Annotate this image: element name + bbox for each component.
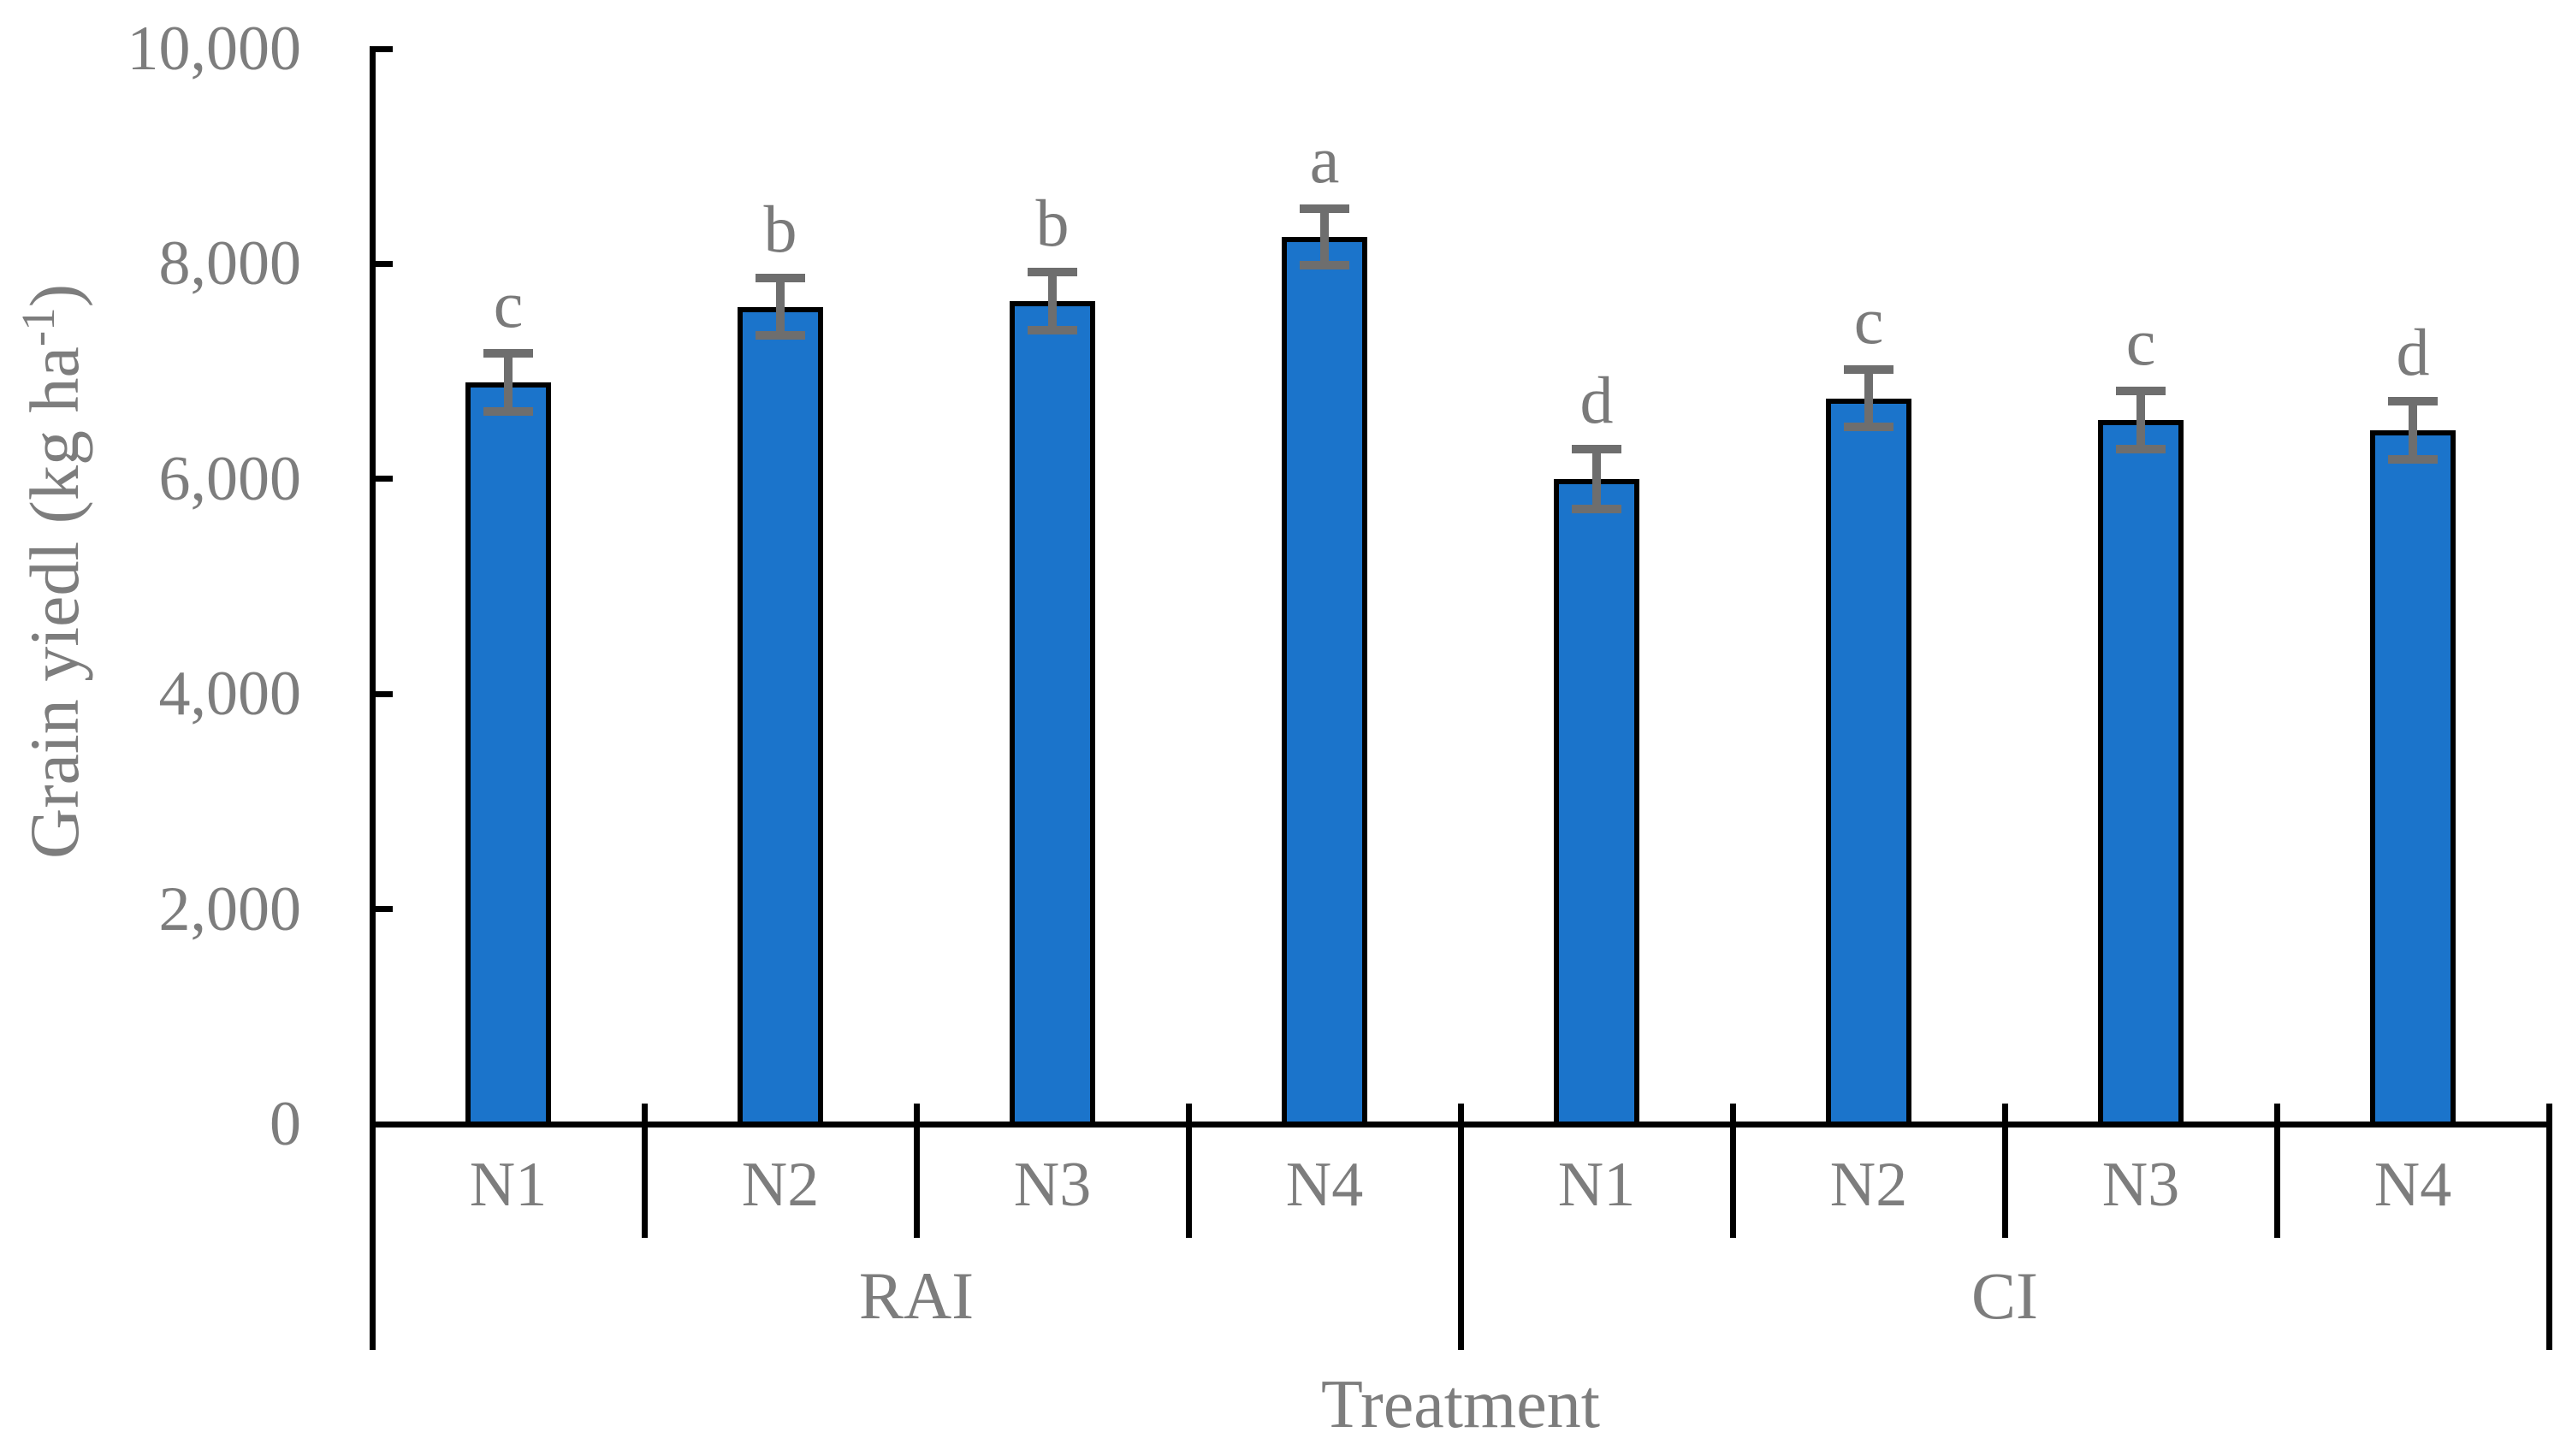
- y-tick-label: 2,000: [158, 874, 302, 944]
- error-bar-line: [1592, 449, 1601, 509]
- error-bar-line: [504, 353, 513, 411]
- category-tick-label: N2: [1829, 1150, 1908, 1220]
- error-bar-cap-bottom: [1572, 505, 1621, 513]
- y-tick-label: 8,000: [158, 228, 302, 299]
- error-bar-cap-bottom: [483, 407, 533, 416]
- group-divider: [370, 1104, 376, 1350]
- bar: [1826, 399, 1911, 1128]
- category-divider: [914, 1104, 920, 1238]
- error-bar-cap-bottom: [1300, 261, 1349, 269]
- y-axis-line: [370, 46, 376, 1128]
- error-bar-line: [1048, 272, 1057, 330]
- category-tick-label: N4: [2373, 1150, 2452, 1220]
- y-axis-title-superscript: -1: [11, 307, 64, 347]
- significance-letter: c: [1853, 283, 1884, 358]
- error-bar-cap-top: [756, 274, 805, 282]
- error-bar-cap-top: [1028, 268, 1077, 276]
- bar: [2370, 430, 2456, 1127]
- significance-letter: b: [1035, 186, 1070, 260]
- error-bar-line: [1864, 370, 1873, 427]
- error-bar-cap-bottom: [1028, 326, 1077, 334]
- category-divider: [642, 1104, 648, 1238]
- error-bar-line: [776, 278, 785, 335]
- error-bar-line: [2136, 391, 2145, 449]
- category-divider: [1730, 1104, 1736, 1238]
- significance-letter: d: [1579, 363, 1614, 437]
- bar: [1010, 301, 1095, 1127]
- y-axis-title: Grain yiedl (kg ha-1): [11, 284, 95, 859]
- category-tick-label: N3: [2101, 1150, 2180, 1220]
- group-label: RAI: [858, 1258, 975, 1333]
- category-tick-label: N4: [1285, 1150, 1364, 1220]
- significance-letter: c: [2125, 305, 2156, 379]
- y-tick: [372, 46, 393, 52]
- y-tick-label: 0: [270, 1089, 301, 1159]
- bar: [738, 307, 823, 1128]
- group-label: CI: [1971, 1258, 2038, 1333]
- category-divider: [2274, 1104, 2280, 1238]
- group-divider: [2546, 1104, 2552, 1350]
- x-axis-line: [370, 1122, 2552, 1128]
- x-axis-title: Treatment: [1321, 1367, 1600, 1442]
- y-axis-title-text: Grain yiedl (kg ha: [15, 346, 94, 860]
- y-tick: [372, 476, 393, 482]
- error-bar-line: [2409, 401, 2417, 459]
- category-tick-label: N3: [1013, 1150, 1092, 1220]
- significance-letter: d: [2396, 315, 2430, 389]
- y-tick: [372, 691, 393, 697]
- category-tick-label: N2: [741, 1150, 820, 1220]
- error-bar-cap-top: [483, 349, 533, 358]
- group-divider: [1458, 1104, 1464, 1350]
- error-bar-cap-bottom: [756, 331, 805, 340]
- y-tick: [372, 261, 393, 267]
- y-tick-label: 4,000: [158, 659, 302, 729]
- y-tick: [372, 906, 393, 912]
- bar: [465, 382, 551, 1128]
- significance-letter: c: [493, 267, 524, 341]
- error-bar-cap-top: [1572, 445, 1621, 453]
- category-tick-label: N1: [469, 1150, 548, 1220]
- bar: [1554, 479, 1639, 1128]
- category-divider: [1186, 1104, 1192, 1238]
- y-tick-label: 10,000: [127, 14, 302, 84]
- significance-letter: b: [763, 192, 797, 266]
- y-tick-label: 6,000: [158, 444, 302, 514]
- category-tick-label: N1: [1557, 1150, 1636, 1220]
- bar: [2098, 420, 2184, 1128]
- error-bar-cap-bottom: [2388, 455, 2438, 464]
- category-divider: [2002, 1104, 2008, 1238]
- error-bar-cap-bottom: [2116, 445, 2166, 453]
- significance-letter: a: [1309, 122, 1340, 197]
- error-bar-cap-top: [2116, 387, 2166, 395]
- error-bar-line: [1320, 209, 1329, 264]
- bar: [1282, 237, 1367, 1128]
- error-bar-cap-top: [1300, 204, 1349, 213]
- error-bar-cap-top: [2388, 397, 2438, 405]
- error-bar-cap-top: [1844, 365, 1893, 374]
- error-bar-cap-bottom: [1844, 423, 1893, 431]
